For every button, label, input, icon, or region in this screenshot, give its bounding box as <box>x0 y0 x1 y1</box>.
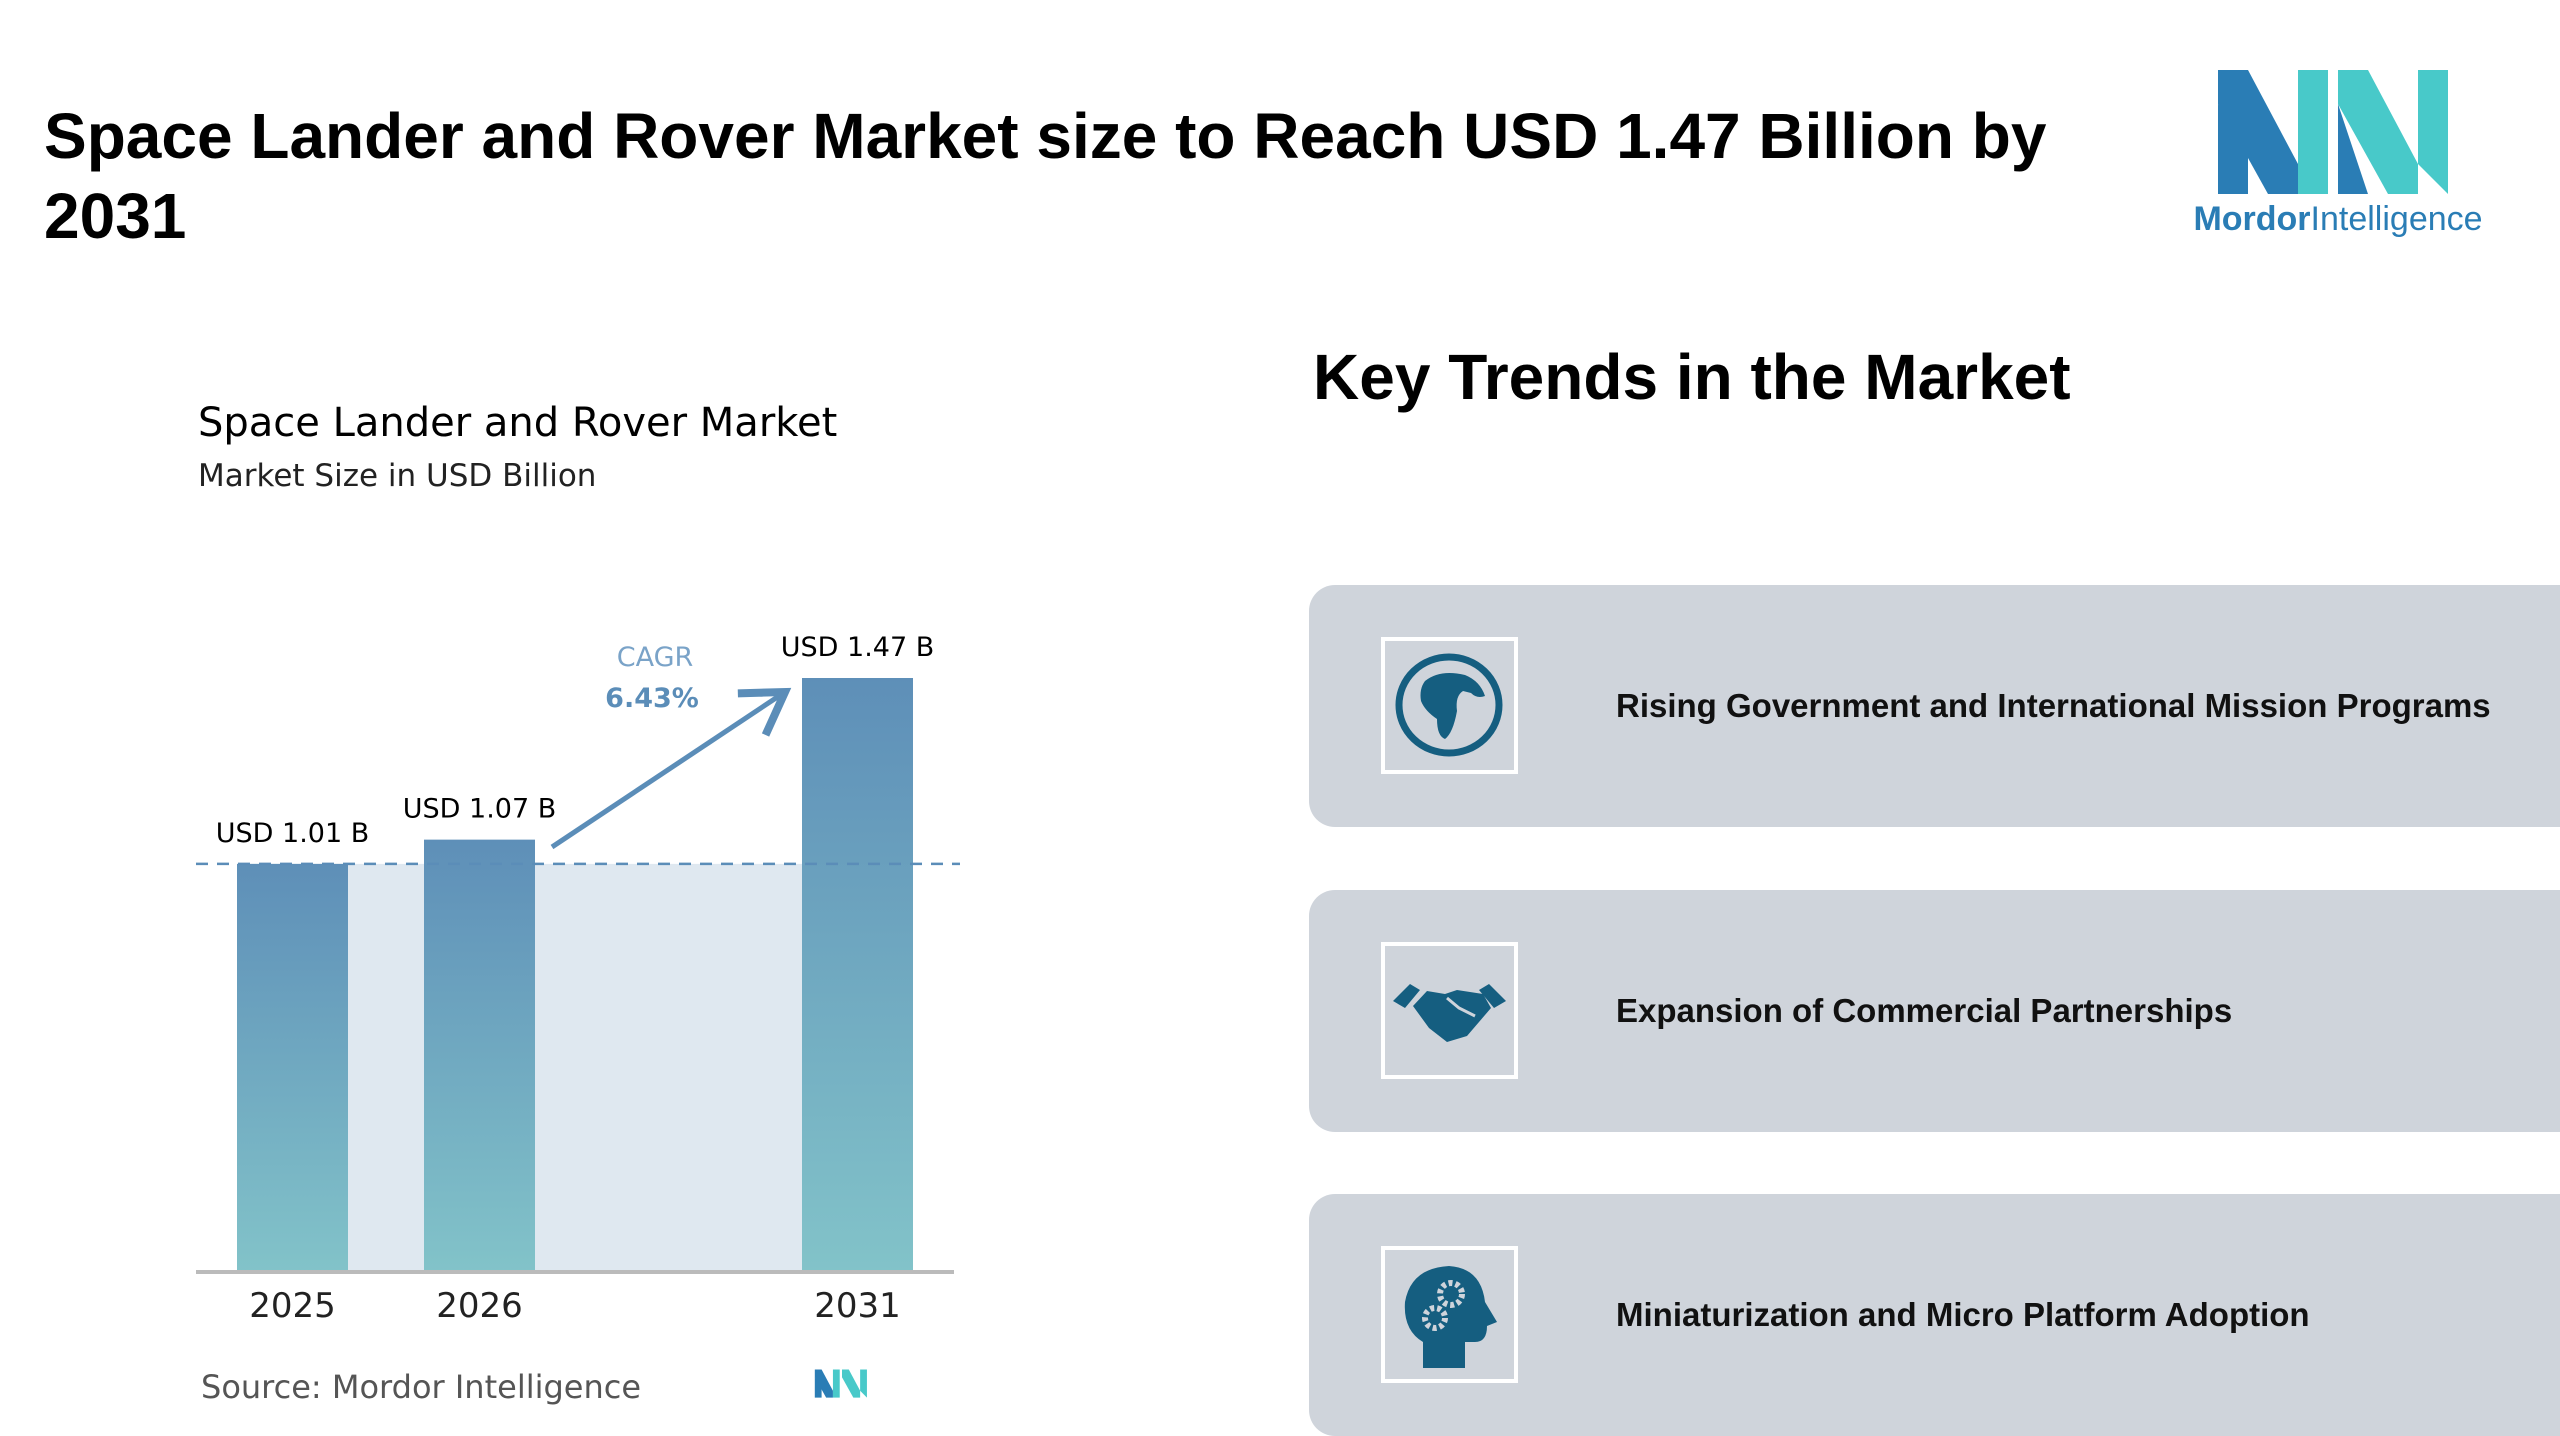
x-tick-label: 2026 <box>436 1286 523 1326</box>
trend-card: Rising Government and International Miss… <box>1309 585 2560 827</box>
trend-label: Rising Government and International Miss… <box>1616 687 2491 724</box>
logo-text: MordorIntelligence <box>2193 200 2483 238</box>
x-tick-label: 2025 <box>249 1286 336 1326</box>
trends-title: Key Trends in the Market <box>1313 341 2071 413</box>
trend-card: Expansion of Commercial Partnerships <box>1309 890 2560 1132</box>
trend-card: Miniaturization and Micro Platform Adopt… <box>1309 1194 2560 1436</box>
baseline-shade <box>237 863 913 1272</box>
mordor-logo <box>2218 70 2448 194</box>
cagr-arrow <box>550 687 792 850</box>
bar-2026 <box>424 839 535 1272</box>
chart-title: Space Lander and Rover Market <box>198 400 838 446</box>
x-tick-label: 2031 <box>814 1286 901 1326</box>
cagr-value: 6.43% <box>605 683 699 714</box>
head-gears-icon <box>1381 1246 1518 1383</box>
handshake-icon <box>1381 942 1518 1079</box>
source-text: Source: Mordor Intelligence <box>201 1368 642 1406</box>
cagr-label: CAGR <box>617 642 694 673</box>
trend-label: Miniaturization and Micro Platform Adopt… <box>1616 1296 2310 1333</box>
bar-chart: USD 1.01 B 2025 USD 1.07 B 2026 USD 1.47 B 20… <box>196 632 960 1326</box>
data-label: USD 1.01 B <box>216 818 370 849</box>
trend-label: Expansion of Commercial Partnerships <box>1616 992 2233 1029</box>
page-title: Space Lander and Rover Market size to Re… <box>44 100 2047 252</box>
source-logo <box>814 1369 867 1398</box>
bar-2031 <box>802 678 913 1272</box>
data-label: USD 1.07 B <box>403 794 557 825</box>
globe-icon <box>1381 637 1518 774</box>
bar-2025 <box>237 863 348 1272</box>
chart-subtitle: Market Size in USD Billion <box>198 458 597 494</box>
data-label: USD 1.47 B <box>781 632 935 663</box>
